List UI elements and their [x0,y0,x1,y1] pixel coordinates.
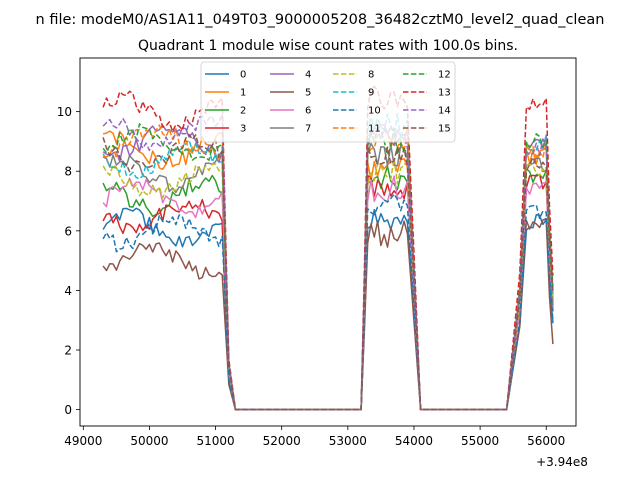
series-layer [102,85,554,411]
y-tick-label: 6 [64,224,72,238]
y-tick-label: 4 [64,284,72,298]
legend-label-1: 1 [240,88,246,99]
legend-label-7: 7 [305,124,311,135]
x-tick-label: 55000 [461,434,499,448]
y-tick-label: 2 [64,344,72,358]
y-tick-label: 10 [57,105,72,119]
axes-frame [79,57,577,427]
legend-label-14: 14 [438,106,451,117]
legend-label-13: 13 [438,88,451,99]
legend-label-12: 12 [438,70,451,81]
legend-label-10: 10 [368,106,381,117]
plot-title: Quadrant 1 module wise count rates with … [138,38,518,54]
legend-label-3: 3 [240,124,246,135]
figure-suptitle: n file: modeM0/AS1A11_049T03_9000005208_… [36,12,605,28]
legend-label-15: 15 [438,124,451,135]
x-tick-label: 49000 [64,434,102,448]
legend-label-9: 9 [368,88,374,99]
series-line-15 [102,133,554,411]
legend-label-6: 6 [305,106,311,117]
legend-label-5: 5 [305,88,311,99]
x-tick-label: 50000 [130,434,168,448]
x-tick-label: 56000 [527,434,565,448]
y-tick-label: 8 [64,165,72,179]
x-tick-label: 54000 [395,434,433,448]
x-offset-label: +3.94e8 [536,455,588,469]
x-tick-label: 53000 [329,434,367,448]
series-line-12 [102,123,554,411]
legend-frame [200,61,456,143]
legend-label-0: 0 [240,70,246,81]
x-axis: 49000 50000 51000 52000 53000 54000 55000 56000 [64,426,565,448]
legend-label-4: 4 [305,70,311,81]
legend-label-8: 8 [368,70,374,81]
y-tick-label: 0 [64,403,72,417]
legend-label-11: 11 [368,124,381,135]
legend-label-2: 2 [240,106,246,117]
x-tick-label: 52000 [263,434,301,448]
x-tick-label: 51000 [196,434,234,448]
y-axis: 0 2 4 6 8 10 [57,105,80,417]
